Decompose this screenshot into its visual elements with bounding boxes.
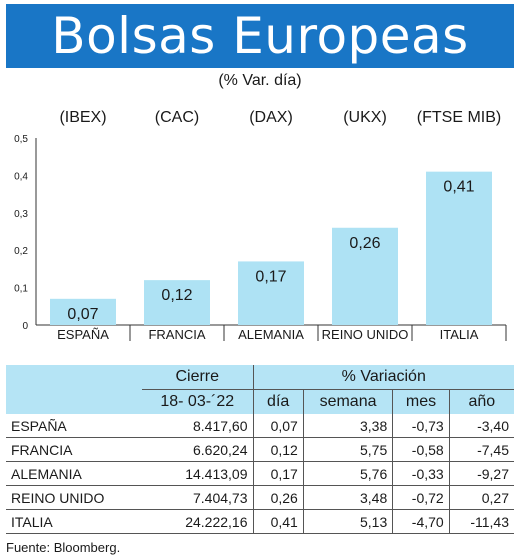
cell-mes: -0,58 <box>392 437 450 462</box>
index-label: (UKX) <box>343 109 387 126</box>
cell-semana: 3,38 <box>302 414 393 438</box>
index-label: (FTSE MIB) <box>417 109 501 126</box>
cell-mes: -0,72 <box>392 485 450 510</box>
y-tick-label: 0,4 <box>14 171 28 182</box>
value-label: 0,12 <box>161 287 192 304</box>
cell-cierre: 6.620,24 <box>142 437 253 462</box>
category-label: FRANCIA <box>148 327 205 342</box>
row-pais: ESPAÑA <box>6 414 143 438</box>
bar-chart: 0 0,1 0,2 0,3 0,4 0,5 (IBEX) 0,07 ESPAÑA (CAC) 0,1… <box>14 109 507 342</box>
cell-semana: 5,13 <box>302 509 393 534</box>
bar <box>144 280 210 325</box>
header-semana: semana <box>302 389 393 414</box>
value-label: 0,41 <box>443 179 474 196</box>
category-label: ESPAÑA <box>57 327 109 342</box>
cell-dia: 0,26 <box>252 485 304 510</box>
y-tick-label: 0 <box>22 321 28 332</box>
bar-chart-container: 0 0,1 0,2 0,3 0,4 0,5 (IBEX) 0,07 ESPAÑA (CAC) 0,1… <box>0 100 520 355</box>
y-tick-label: 0,2 <box>14 246 28 257</box>
y-tick-label: 0,3 <box>14 209 28 220</box>
category-label: ALEMANIA <box>238 327 304 342</box>
bar <box>426 171 492 325</box>
row-pais: ITALIA <box>6 509 143 534</box>
table-row: REINO UNIDO 7.404,73 0,26 3,48 -0,72 0,27 <box>6 485 514 510</box>
cell-dia: 0,07 <box>252 414 304 438</box>
table-sub-header-row: 18- 03-´22 día semana mes año <box>6 389 514 414</box>
header-ano: año <box>448 389 514 414</box>
category-label: ITALIA <box>440 327 479 342</box>
value-label: 0,07 <box>67 306 98 323</box>
value-label: 0,17 <box>255 268 286 285</box>
row-pais: FRANCIA <box>6 437 143 462</box>
category-label: REINO UNIDO <box>322 327 409 342</box>
index-label: (CAC) <box>155 109 199 126</box>
cell-dia: 0,41 <box>252 509 304 534</box>
header-dia: día <box>252 389 304 414</box>
row-pais: ALEMANIA <box>6 461 143 486</box>
header-variacion: % Variación <box>252 365 514 390</box>
cell-ano: -9,27 <box>448 461 514 486</box>
table-row: ESPAÑA 8.417,60 0,07 3,38 -0,73 -3,40 <box>6 414 514 438</box>
row-pais: REINO UNIDO <box>6 485 143 510</box>
cell-cierre: 24.222,16 <box>142 509 253 534</box>
cell-cierre: 8.417,60 <box>142 414 253 438</box>
bar <box>332 227 398 325</box>
bar <box>50 298 116 325</box>
y-tick-label: 0,5 <box>14 134 28 145</box>
cell-ano: -3,40 <box>448 414 514 438</box>
cell-dia: 0,12 <box>252 437 304 462</box>
bar <box>238 261 304 325</box>
chart-subtitle: (% Var. día) <box>218 72 302 89</box>
index-label: (IBEX) <box>59 109 106 126</box>
table-row: ITALIA 24.222,16 0,41 5,13 -4,70 -11,43 <box>6 509 514 534</box>
cell-ano: -7,45 <box>448 437 514 462</box>
cell-semana: 5,75 <box>302 437 393 462</box>
page-title: Bolsas Europeas <box>51 7 469 65</box>
cell-mes: -4,70 <box>392 509 450 534</box>
cell-dia: 0,17 <box>252 461 304 486</box>
table-group-header-row: Cierre % Variación <box>6 365 514 390</box>
y-tick-label: 0,1 <box>14 284 28 295</box>
title-banner: Bolsas Europeas <box>6 4 514 68</box>
header-mes: mes <box>392 389 450 414</box>
header-cierre: Cierre <box>142 365 253 390</box>
cell-ano: 0,27 <box>448 485 514 510</box>
source-note: Fuente: Bloomberg. <box>6 540 121 555</box>
market-table: Cierre % Variación 18- 03-´22 día semana… <box>6 365 514 534</box>
table-row: FRANCIA 6.620,24 0,12 5,75 -0,58 -7,45 <box>6 437 514 462</box>
cell-mes: -0,33 <box>392 461 450 486</box>
table-row: ALEMANIA 14.413,09 0,17 5,76 -0,33 -9,27 <box>6 461 514 486</box>
header-fecha: 18- 03-´22 <box>142 389 253 414</box>
cell-semana: 3,48 <box>302 485 393 510</box>
index-label: (DAX) <box>249 109 293 126</box>
cell-cierre: 14.413,09 <box>142 461 253 486</box>
value-label: 0,26 <box>349 235 380 252</box>
cell-cierre: 7.404,73 <box>142 485 253 510</box>
cell-ano: -11,43 <box>448 509 514 534</box>
cell-semana: 5,76 <box>302 461 393 486</box>
cell-mes: -0,73 <box>392 414 450 438</box>
